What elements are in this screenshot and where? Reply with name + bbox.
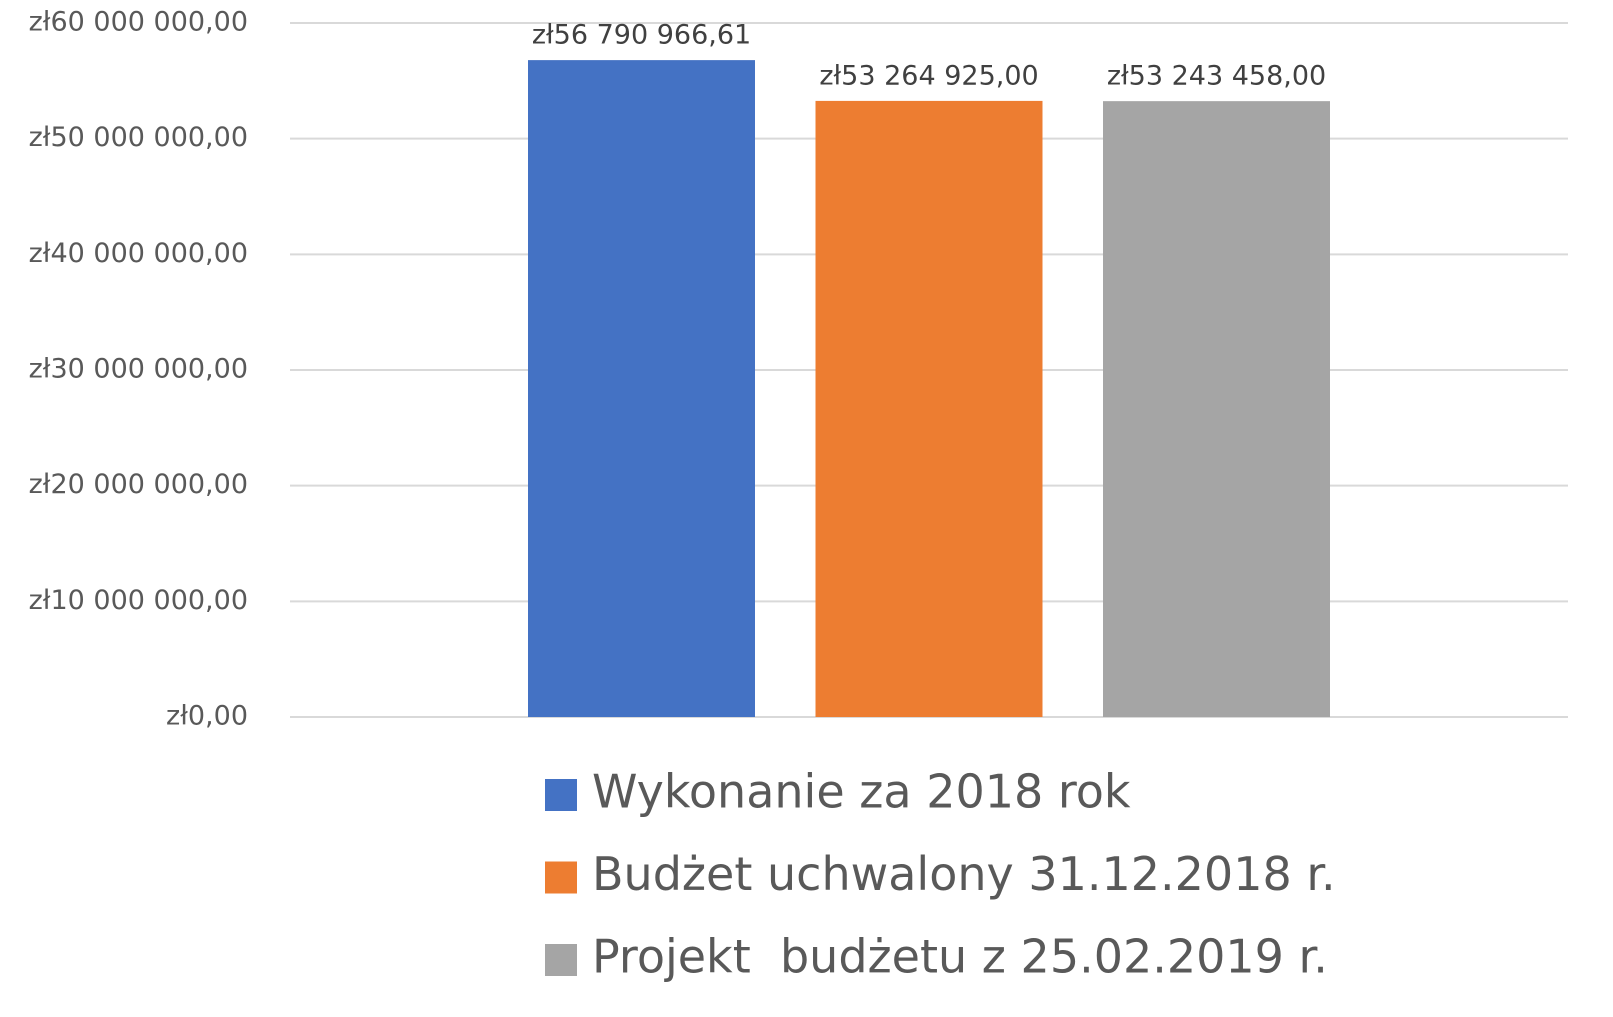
y-tick-label: zł30 000 000,00 [29, 354, 248, 385]
legend-label: Wykonanie za 2018 rok [592, 765, 1131, 819]
value-label: zł53 243 458,00 [1107, 61, 1326, 92]
legend-label: Projekt budżetu z 25.02.2019 r. [592, 930, 1328, 984]
y-tick-label: zł10 000 000,00 [29, 585, 248, 616]
y-tick-label: zł40 000 000,00 [29, 238, 248, 269]
y-tick-label: zł50 000 000,00 [29, 122, 248, 153]
legend-swatch [545, 779, 577, 811]
bar [528, 60, 755, 718]
y-tick-label: zł0,00 [166, 701, 248, 732]
value-label: zł56 790 966,61 [532, 20, 751, 51]
y-tick-label: zł20 000 000,00 [29, 469, 248, 500]
legend-swatch [545, 944, 577, 976]
legend-label: Budżet uchwalony 31.12.2018 r. [592, 847, 1336, 901]
y-tick-label: zł60 000 000,00 [29, 7, 248, 38]
bar [1103, 101, 1330, 717]
value-label: zł53 264 925,00 [819, 60, 1038, 91]
legend-swatch [545, 861, 577, 894]
bar [815, 100, 1043, 718]
